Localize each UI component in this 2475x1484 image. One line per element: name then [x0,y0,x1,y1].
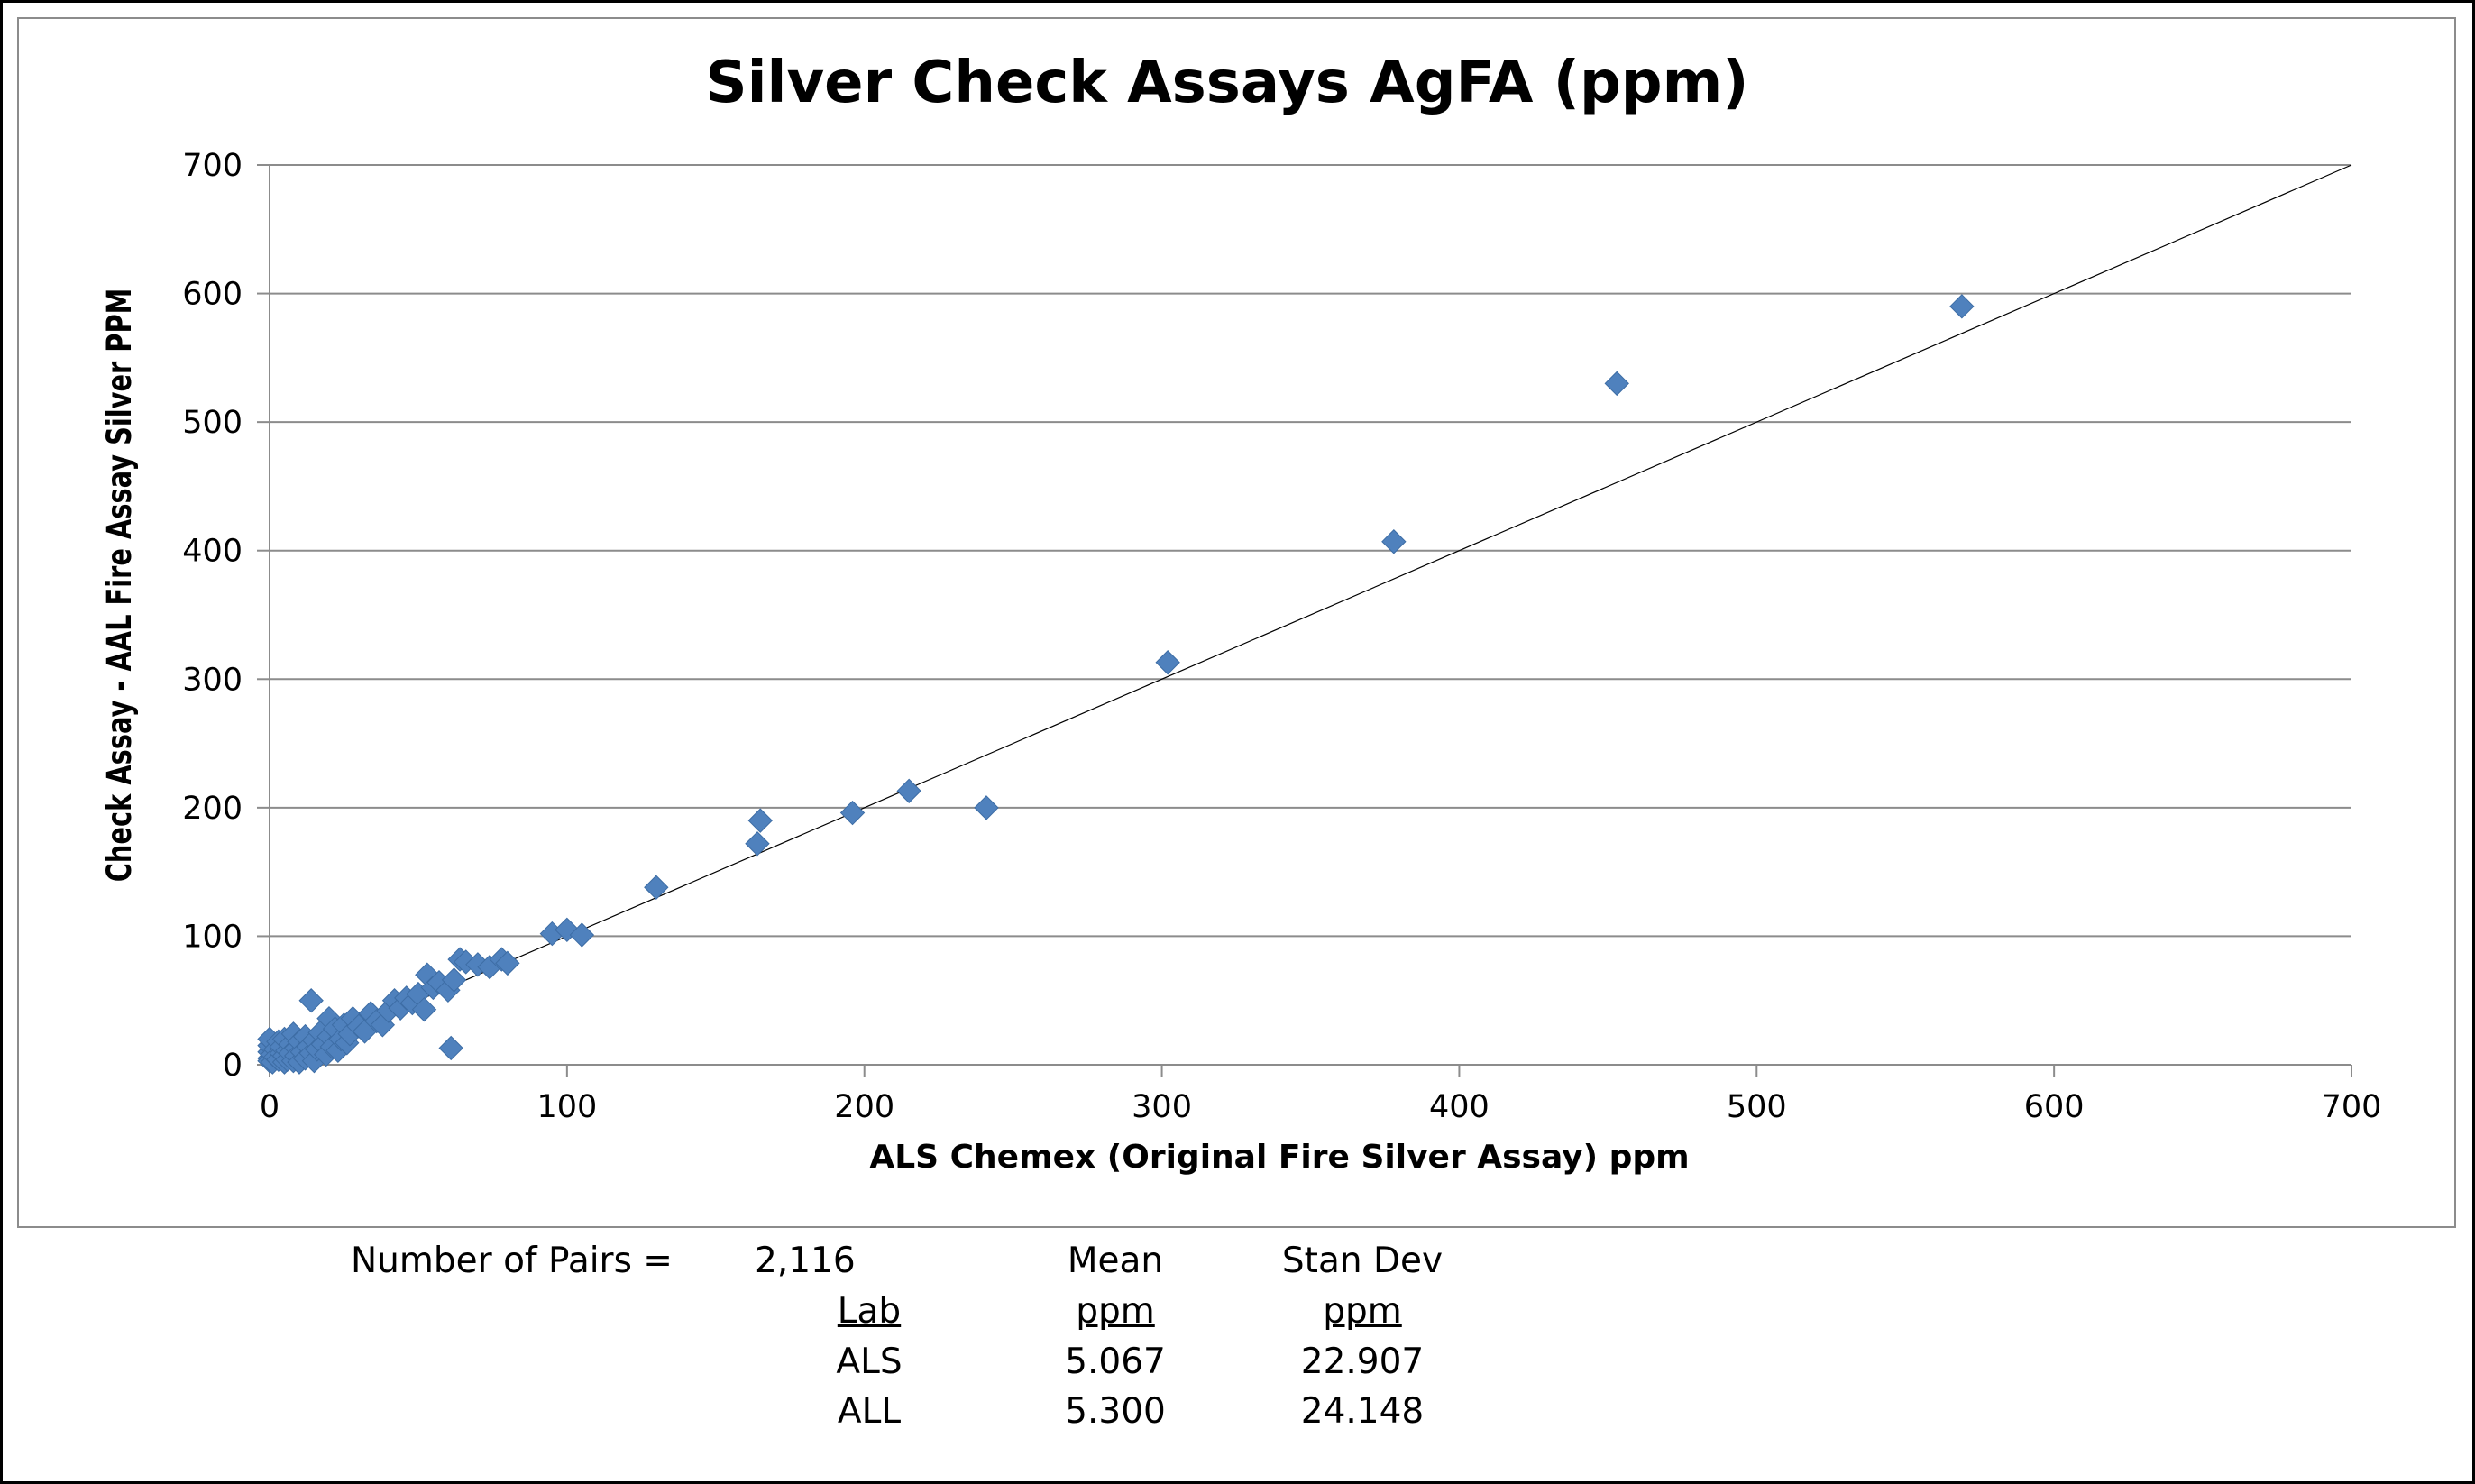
lab-header: Lab [837,1291,902,1332]
y-tick-label: 400 [182,534,243,570]
y-tick-label: 700 [182,148,243,184]
data-point [745,831,770,857]
reference-line [269,164,2352,1066]
chart-area: Silver Check Assays AgFA (ppm) 0 100 200 30… [17,17,2456,1228]
data-point [747,808,773,833]
lab-all: ALL [837,1391,902,1432]
data-point [644,875,669,900]
pairs-label: Number of Pairs = [351,1241,673,1281]
x-tick-label: 0 [260,1089,280,1125]
axes [257,164,2352,1077]
stdev-als: 22.907 [1300,1342,1425,1382]
data-point [1155,650,1180,675]
stdev-unit: ppm [1323,1291,1402,1332]
x-tick-label: 600 [2024,1089,2085,1125]
x-tick-label: 500 [1727,1089,1787,1125]
x-tick-labels: 0 100 200 300 400 500 600 700 [260,1089,2382,1125]
pairs-value: 2,116 [755,1241,856,1281]
y-tick-label: 500 [182,405,243,441]
y-tick-labels: 0 100 200 300 400 500 600 700 [182,148,243,1084]
x-tick-label: 200 [834,1089,894,1125]
mean-als: 5.067 [1065,1342,1166,1382]
data-point [298,988,324,1013]
scatter-chart: Silver Check Assays AgFA (ppm) 0 100 200 30… [99,50,2382,1176]
x-tick-label: 300 [1132,1089,1192,1125]
mean-all: 5.300 [1065,1391,1166,1432]
data-point [495,950,520,976]
data-point [411,996,437,1022]
y-tick-label: 200 [182,791,243,827]
y-tick-label: 300 [182,662,243,698]
stdev-header: Stan Dev [1281,1241,1444,1281]
data-point [896,778,921,804]
data-points [257,294,1975,1075]
mean-unit: ppm [1076,1291,1155,1332]
data-point [839,800,866,826]
gridlines [270,164,2351,938]
stdev-all: 24.148 [1300,1391,1425,1432]
data-point [438,1035,463,1061]
y-tick-label: 600 [182,277,243,313]
x-tick-label: 400 [1429,1089,1490,1125]
data-point [1949,294,1975,319]
y-axis-label: Check Assay - AAL Fire Assay Silver PPM [99,289,138,883]
lab-als: ALS [836,1342,903,1382]
y-tick-label: 100 [182,919,243,955]
data-point [1604,371,1629,397]
x-axis-label: ALS Chemex (Original Fire Silver Assay) … [869,1139,1689,1176]
x-tick-label: 100 [536,1089,597,1125]
data-point [441,967,467,993]
y-tick-label: 0 [223,1048,243,1084]
data-point [569,922,595,948]
data-point [974,795,999,820]
data-point [1381,529,1407,554]
mean-header: Mean [1067,1241,1164,1281]
x-tick-label: 700 [2322,1089,2382,1125]
chart-title: Silver Check Assays AgFA (ppm) [705,50,1748,116]
